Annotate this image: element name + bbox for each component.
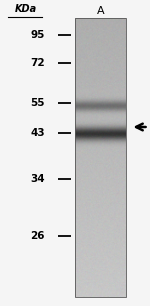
Text: 95: 95 — [31, 30, 45, 40]
Text: 43: 43 — [30, 128, 45, 138]
Text: 34: 34 — [30, 174, 45, 184]
Text: 55: 55 — [30, 98, 45, 107]
Text: 26: 26 — [30, 231, 45, 241]
Text: A: A — [97, 6, 104, 16]
Text: KDa: KDa — [14, 4, 37, 14]
Text: 72: 72 — [30, 58, 45, 68]
Bar — [75, 18, 126, 297]
